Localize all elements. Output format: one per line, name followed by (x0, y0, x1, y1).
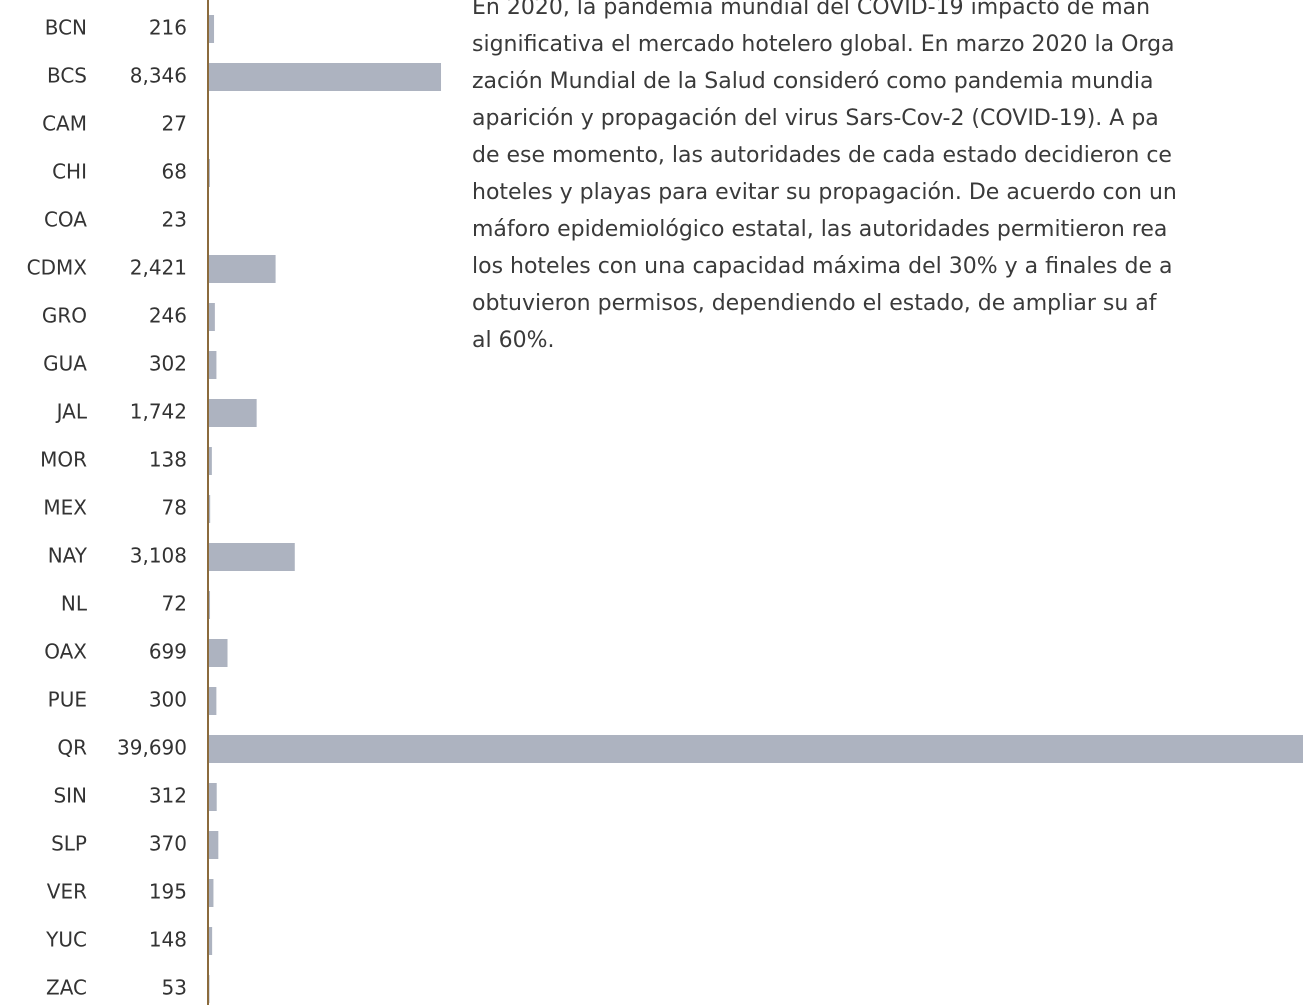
bar (208, 687, 217, 715)
value-label: 699 (149, 640, 187, 664)
category-label: YUC (45, 928, 87, 952)
category-label: PUE (48, 688, 87, 712)
value-label: 246 (149, 304, 187, 328)
category-label: CDMX (27, 256, 88, 280)
bar (208, 447, 212, 475)
category-label: NAY (48, 544, 88, 568)
category-label: MEX (43, 496, 87, 520)
bar (208, 783, 217, 811)
bar (208, 63, 442, 91)
value-label: 68 (162, 160, 187, 184)
category-label: SLP (51, 832, 87, 856)
category-label: CHI (52, 160, 87, 184)
bar (208, 303, 215, 331)
category-label: BCN (45, 16, 87, 40)
bar (208, 591, 211, 619)
value-label: 195 (149, 880, 187, 904)
value-label: 302 (149, 352, 187, 376)
category-label: GUA (43, 352, 87, 376)
value-label: 312 (149, 784, 187, 808)
bar (208, 15, 215, 43)
value-label: 1,742 (130, 400, 187, 424)
bar (208, 831, 219, 859)
bar (208, 639, 228, 667)
category-label: NL (61, 592, 88, 616)
bar (208, 543, 295, 571)
paragraph-line: los hoteles con una capacidad máxima del… (472, 254, 1172, 279)
category-label: COA (44, 208, 87, 232)
bar (208, 735, 1303, 763)
value-label: 300 (149, 688, 187, 712)
value-label: 370 (149, 832, 187, 856)
bar (208, 495, 211, 523)
value-label: 72 (162, 592, 187, 616)
paragraph-line: zación Mundial de la Salud consideró com… (472, 69, 1154, 94)
paragraph-line: obtuvieron permisos, dependiendo el esta… (472, 291, 1158, 316)
paragraph-line: al 60%. (472, 328, 554, 353)
category-label: CAM (42, 112, 87, 136)
value-label: 148 (149, 928, 187, 952)
value-label: 2,421 (130, 256, 187, 280)
category-label: ZAC (46, 976, 87, 1000)
paragraph-line: hoteles y playas para evitar su propagac… (472, 180, 1177, 205)
value-label: 138 (149, 448, 187, 472)
paragraph-line: aparición y propagación del virus Sars-C… (472, 106, 1159, 131)
value-label: 27 (162, 112, 187, 136)
value-label: 3,108 (130, 544, 187, 568)
category-label: MOR (40, 448, 87, 472)
value-label: 8,346 (130, 64, 187, 88)
bar (208, 399, 257, 427)
category-label: SIN (53, 784, 87, 808)
value-label: 23 (162, 208, 187, 232)
bar (208, 879, 214, 907)
value-label: 78 (162, 496, 187, 520)
paragraph-line: máforo epidemiológico estatal, las autor… (472, 217, 1167, 242)
value-label: 39,690 (117, 736, 187, 760)
category-label: VER (47, 880, 87, 904)
bar (208, 927, 213, 955)
paragraph-line: En 2020, la pandemia mundial del COVID-1… (472, 0, 1150, 20)
category-label: QR (57, 736, 87, 760)
value-label: 53 (162, 976, 187, 1000)
category-label: GRO (42, 304, 87, 328)
bar (208, 255, 276, 283)
category-label: BCS (47, 64, 87, 88)
value-label: 216 (149, 16, 187, 40)
bar (208, 351, 217, 379)
paragraph-line: de ese momento, las autoridades de cada … (472, 143, 1172, 168)
category-label: JAL (55, 400, 88, 424)
paragraph-line: significativa el mercado hotelero global… (472, 32, 1175, 57)
category-label: OAX (44, 640, 87, 664)
